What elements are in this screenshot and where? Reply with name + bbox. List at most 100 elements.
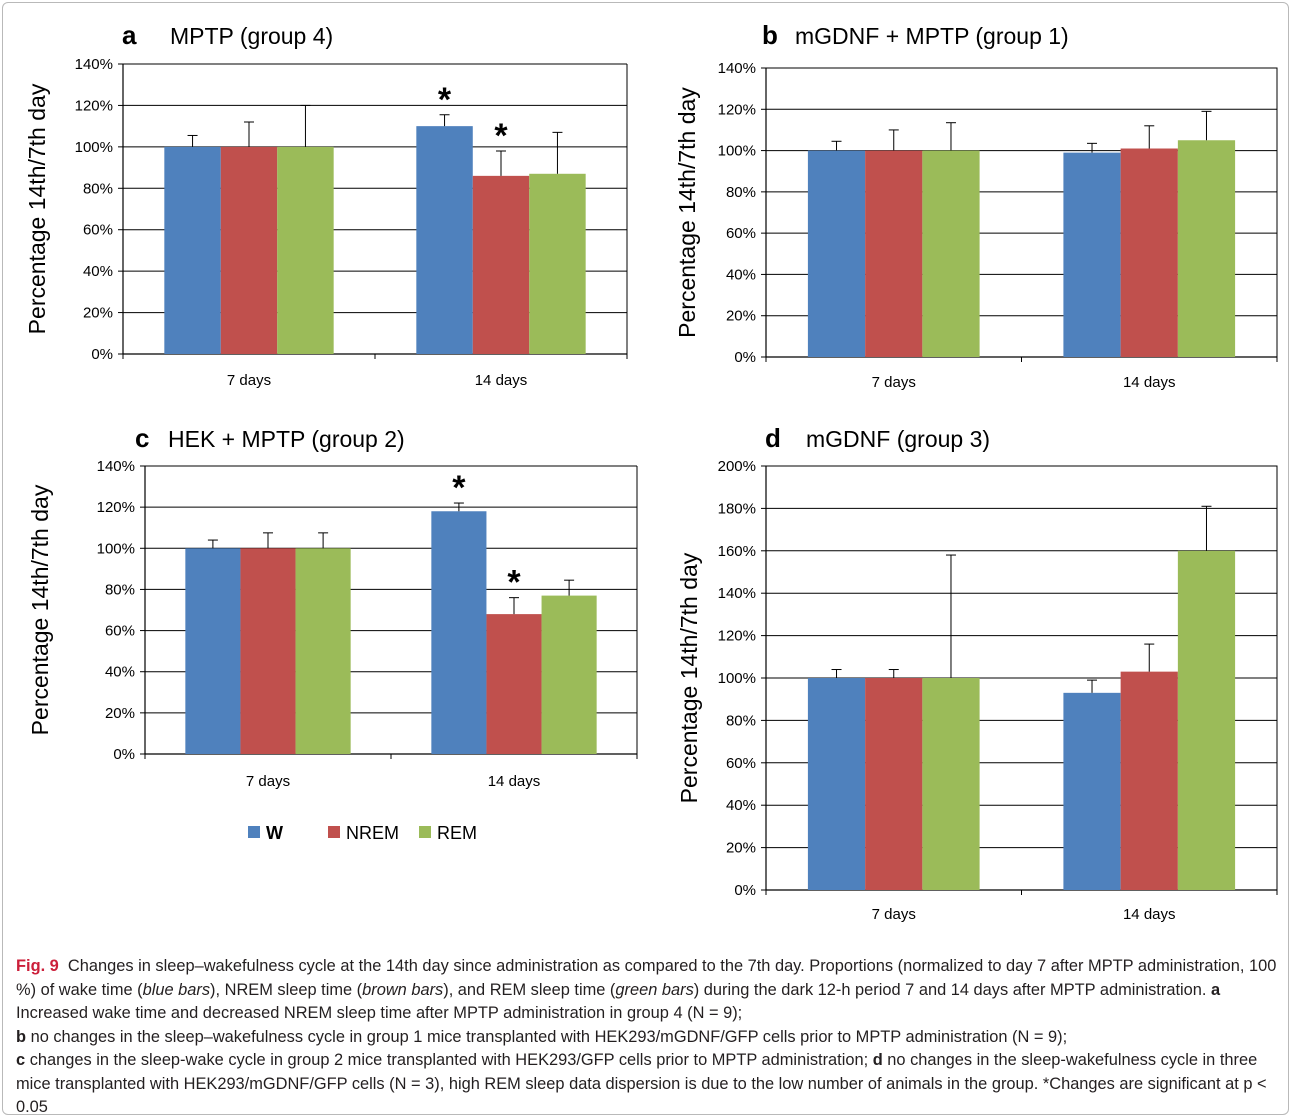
y-tick-label: 120% [718, 628, 756, 645]
figure-charts: 0% 20% 40% 60% 80% 100% 120% 140% 7 days * * 14 day… [24, 20, 1278, 923]
y-tick-label: 100% [97, 540, 135, 557]
y-tick-label: 160% [718, 543, 756, 560]
legend: W NREM REM [248, 823, 477, 843]
y-tick-label: 120% [75, 97, 113, 114]
x-tick-label: 14 days [488, 773, 541, 790]
panel-title: MPTP (group 4) [170, 23, 333, 49]
bar-w-2 [1063, 692, 1121, 890]
y-tick-label: 0% [734, 882, 756, 899]
y-tick-label: 40% [726, 266, 756, 283]
legend-label-rem: REM [437, 823, 477, 843]
panel-title: mGDNF + MPTP (group 1) [795, 23, 1069, 49]
caption-a-letter: a [1210, 980, 1221, 999]
legend-swatch-nrem [328, 826, 340, 838]
significance-star: * [507, 564, 521, 602]
caption-b-letter: b [16, 1027, 27, 1046]
bar-nrem-2 [1120, 148, 1178, 357]
bar-nrem-1 [220, 146, 278, 354]
bar-rem-1 [922, 150, 980, 357]
y-tick-label: 140% [97, 458, 135, 475]
caption-c-text: changes in the sleep-wake cycle in group… [29, 1051, 869, 1069]
chart-panel-b: 0% 20% 40% 60% 80% 100% 120% 140% 7 days 14 days P… [674, 20, 1278, 391]
bar-w-1 [807, 678, 866, 890]
caption-t3: ) during the dark 12-h period 7 and 14 d… [693, 980, 1207, 999]
y-axis-label: Percentage 14th/7th day [24, 83, 50, 334]
bar-nrem-1 [865, 150, 923, 357]
significance-star: * [494, 117, 508, 155]
caption-t1: ), NREM sleep time ( [210, 980, 363, 999]
bar-w-1 [185, 548, 241, 754]
bar-w-2 [431, 511, 487, 754]
caption-c-letter: c [16, 1051, 26, 1069]
significance-star: * [452, 469, 466, 507]
y-tick-label: 80% [83, 180, 113, 197]
bar-rem-1 [295, 548, 351, 754]
y-tick-label: 140% [718, 60, 756, 77]
figure-caption: Fig. 9 Changes in sleep–wakefulness cycl… [16, 955, 1278, 1120]
y-tick-label: 0% [734, 349, 756, 366]
y-axis-label: Percentage 14th/7th day [27, 484, 53, 735]
bar-rem-2 [1177, 140, 1236, 357]
panel-letter: c [135, 423, 149, 453]
chart-panel-c: 0% 20% 40% 60% 80% 100% 120% 140% 7 days * * 14 day… [27, 423, 638, 790]
x-tick-label: 14 days [475, 372, 528, 389]
y-tick-label: 60% [726, 755, 756, 772]
y-tick-label: 20% [726, 308, 756, 325]
caption-intro: Changes in sleep–wakefulness cycle at th… [16, 957, 1277, 999]
x-tick-label: 14 days [1123, 906, 1176, 923]
caption-blue: blue bars [142, 980, 211, 999]
y-tick-label: 40% [105, 664, 135, 681]
bar-nrem-2 [472, 175, 530, 354]
y-tick-label: 0% [113, 746, 135, 763]
bar-w-1 [807, 150, 866, 357]
chart-panel-d: 0% 20% 40% 60% 80% 100% 120% 140% 160% 180% 200% 7 … [676, 423, 1278, 923]
y-tick-label: 100% [718, 143, 756, 160]
caption-d-letter: d [872, 1051, 883, 1069]
y-tick-label: 20% [83, 305, 113, 322]
panel-title: mGDNF (group 3) [806, 426, 990, 452]
legend-swatch-rem [419, 826, 431, 838]
x-tick-label: 7 days [872, 906, 916, 923]
y-tick-label: 140% [75, 56, 113, 73]
x-tick-label: 7 days [227, 372, 271, 389]
panel-letter: d [765, 423, 781, 453]
y-tick-label: 40% [83, 263, 113, 280]
y-tick-label: 100% [718, 670, 756, 687]
y-tick-label: 80% [726, 184, 756, 201]
bar-rem-2 [1177, 550, 1236, 890]
caption-d-text: no changes in the sleep-wakefulness cycl… [16, 1051, 1267, 1116]
bar-rem-2 [541, 595, 597, 754]
x-tick-label: 7 days [246, 773, 290, 790]
y-tick-label: 120% [97, 499, 135, 516]
bar-rem-2 [529, 173, 586, 354]
figure-label: Fig. 9 [16, 957, 59, 975]
bar-nrem-2 [1120, 671, 1178, 890]
caption-brown: brown bars [362, 980, 444, 999]
caption-t2: ), and REM sleep time ( [443, 980, 616, 999]
x-tick-label: 14 days [1123, 374, 1176, 391]
bar-nrem-1 [865, 678, 923, 890]
y-tick-label: 100% [75, 139, 113, 156]
bar-w-2 [416, 126, 473, 355]
y-tick-label: 140% [718, 585, 756, 602]
y-tick-label: 80% [726, 712, 756, 729]
bar-rem-1 [922, 678, 980, 890]
bar-w-1 [164, 146, 221, 354]
bar-w-2 [1063, 152, 1121, 357]
panel-letter: a [122, 20, 137, 50]
caption-a-text: Increased wake time and decreased NREM s… [16, 1004, 743, 1022]
bar-nrem-1 [240, 548, 296, 754]
chart-panel-a: 0% 20% 40% 60% 80% 100% 120% 140% 7 days * * 14 day… [24, 20, 628, 389]
y-tick-label: 200% [718, 458, 756, 475]
y-tick-label: 80% [105, 581, 135, 598]
panel-title: HEK + MPTP (group 2) [168, 426, 405, 452]
caption-green: green bars [615, 980, 694, 999]
caption-b-text: no changes in the sleep–wakefulness cycl… [30, 1027, 1068, 1046]
y-axis-label: Percentage 14th/7th day [674, 87, 700, 338]
significance-star: * [438, 81, 452, 119]
legend-swatch-w [248, 826, 260, 838]
y-tick-label: 20% [105, 705, 135, 722]
panel-letter: b [762, 20, 778, 50]
y-tick-label: 60% [105, 623, 135, 640]
y-tick-label: 60% [83, 222, 113, 239]
